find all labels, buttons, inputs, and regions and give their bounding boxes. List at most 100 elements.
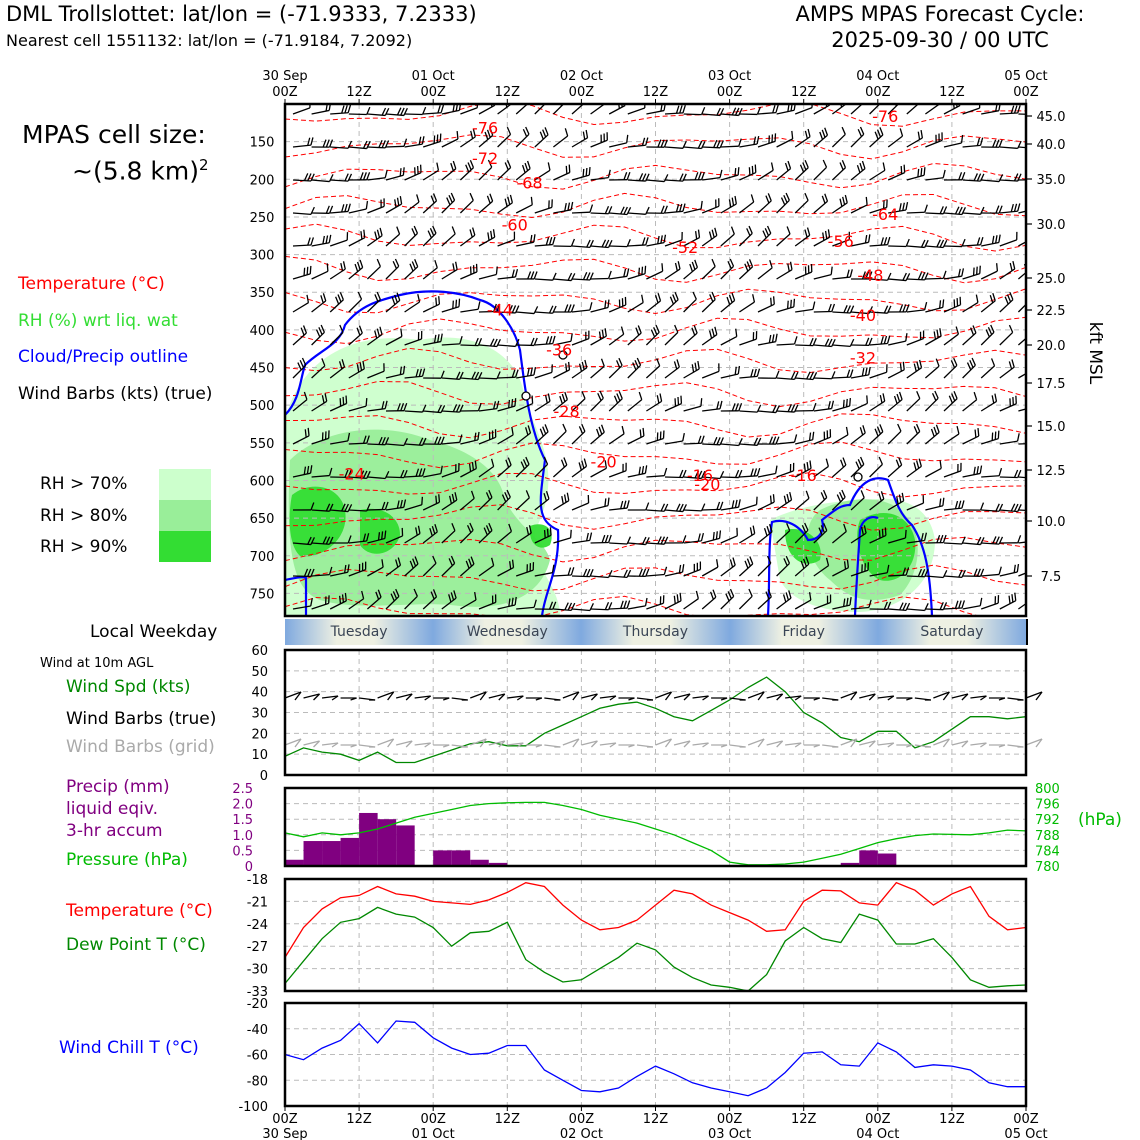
wind-barb-flag: [604, 328, 607, 337]
wind-barb-staff: [534, 463, 549, 478]
wind-barb-flag: [769, 495, 772, 504]
wind-barb-flag: [866, 395, 868, 404]
wind-barb-flag: [403, 107, 408, 116]
temperature-contour: [285, 536, 1026, 563]
wind-barb-flag: [620, 500, 624, 509]
wind-barb: [571, 568, 594, 578]
wind-barb: [962, 428, 980, 445]
wind-barb: [683, 470, 706, 480]
wind-barb: [330, 104, 352, 115]
wind-barb-flag: [979, 568, 985, 577]
wind-barb-staff: [720, 145, 739, 148]
wind-barb: [832, 305, 855, 314]
wind-barb-flag: [343, 564, 347, 574]
wind-barb: [887, 457, 903, 478]
wind-barb-flag: [659, 393, 663, 402]
wind-barb-flag: [344, 503, 349, 512]
wind-barb: [981, 503, 1004, 512]
wind-barb-flag: [601, 534, 606, 543]
wind-barb: [980, 393, 998, 412]
wind-barb: [366, 258, 381, 280]
wind-barb: [776, 523, 791, 544]
wind-barb-flag: [842, 598, 846, 607]
wind-barb-grid-flag: [590, 740, 598, 748]
wind-barb-staff: [553, 340, 572, 346]
wind-barb: [553, 567, 575, 577]
wind-barb-staff: [999, 146, 1018, 149]
wind-barb-flag: [379, 326, 383, 335]
wind-barb: [348, 360, 365, 379]
wind-barb: [776, 404, 799, 413]
wind-barb-staff: [571, 608, 590, 612]
wind-barb-flag: [874, 131, 879, 140]
wind-barb-true-staff: [488, 693, 505, 699]
wind-barb-grid: [488, 740, 506, 748]
wind-barb: [646, 566, 668, 577]
wind-barb-flag: [657, 293, 662, 302]
wind-barb-flag: [570, 567, 575, 576]
bottom-axis-hour: 00Z: [1013, 1112, 1039, 1127]
wind-barb: [571, 458, 588, 478]
wind-barb-flag: [563, 494, 567, 503]
wind-barb-true-staff: [1025, 691, 1043, 699]
wind-barb: [497, 194, 514, 214]
wind-barb-flag: [299, 360, 305, 368]
bottom-axis-hour: 12Z: [939, 1112, 965, 1127]
wind-barb: [553, 272, 576, 282]
wind-barb-flag: [682, 504, 687, 512]
wind-barb-staff: [683, 598, 699, 610]
wind-barb-flag: [756, 135, 760, 145]
dew-label: Dew Point T (°C): [66, 935, 206, 955]
wind-barb-flag: [856, 164, 861, 173]
wind-barb-flag: [804, 159, 809, 168]
wind-barb-flag: [657, 536, 662, 545]
wind-barb: [962, 502, 985, 511]
wind-barb: [869, 393, 886, 412]
wind-barb: [888, 238, 910, 248]
wind-barb: [478, 229, 496, 247]
wind-barb-flag: [600, 358, 605, 367]
wind-barb: [534, 393, 551, 412]
wind-barb-flag: [384, 501, 389, 510]
wind-barb-flag: [711, 229, 715, 238]
wind-barb-flag: [864, 234, 868, 244]
wind-barb: [832, 559, 850, 577]
wind-barb-flag: [1012, 261, 1016, 270]
wind-barb-flag: [507, 196, 511, 205]
wind-barb-flag: [415, 368, 419, 378]
wind-barb: [534, 127, 549, 148]
wind-barb: [701, 291, 716, 313]
wind-barb: [999, 324, 1014, 346]
wind-barb-staff: [571, 309, 590, 313]
wind-barb-flag: [899, 602, 904, 611]
wind-barb-flag: [716, 107, 721, 116]
wind-barb-flag: [391, 296, 396, 305]
wind-barb-flag: [362, 140, 368, 149]
wind-barb-flag: [675, 204, 680, 213]
wind-barb-flag: [765, 591, 770, 600]
wind-barb-staff: [590, 365, 605, 379]
wind-barb-staff: [1018, 541, 1026, 544]
wind-barb-flag: [855, 461, 860, 470]
wind-barb-true: [803, 697, 820, 701]
wind-barb: [478, 104, 496, 115]
wind-barb-flag: [618, 357, 623, 366]
wind-barb-flag: [656, 395, 660, 404]
wind-barb-staff: [385, 535, 403, 544]
wind-barb-staff: [832, 434, 849, 445]
wind-barb: [962, 357, 976, 379]
wind-barb-flag: [310, 568, 315, 577]
wind-barb-staff: [590, 575, 609, 579]
wind-barb: [515, 456, 530, 478]
wind-barb-grid-flag: [1035, 738, 1043, 748]
wind-barb-flag: [508, 523, 513, 532]
bottom-axis-hour: 00Z: [569, 1112, 595, 1127]
wind-barb: [497, 231, 516, 247]
wind-barb-flag: [812, 301, 816, 310]
wind-barb-flag: [582, 168, 585, 177]
wind-barb-flag: [653, 327, 658, 335]
wind-barb-flag: [604, 239, 610, 248]
wind-barb-flag: [924, 569, 929, 577]
wind-barb-flag: [880, 336, 884, 345]
wind-barb-flag: [861, 368, 865, 377]
